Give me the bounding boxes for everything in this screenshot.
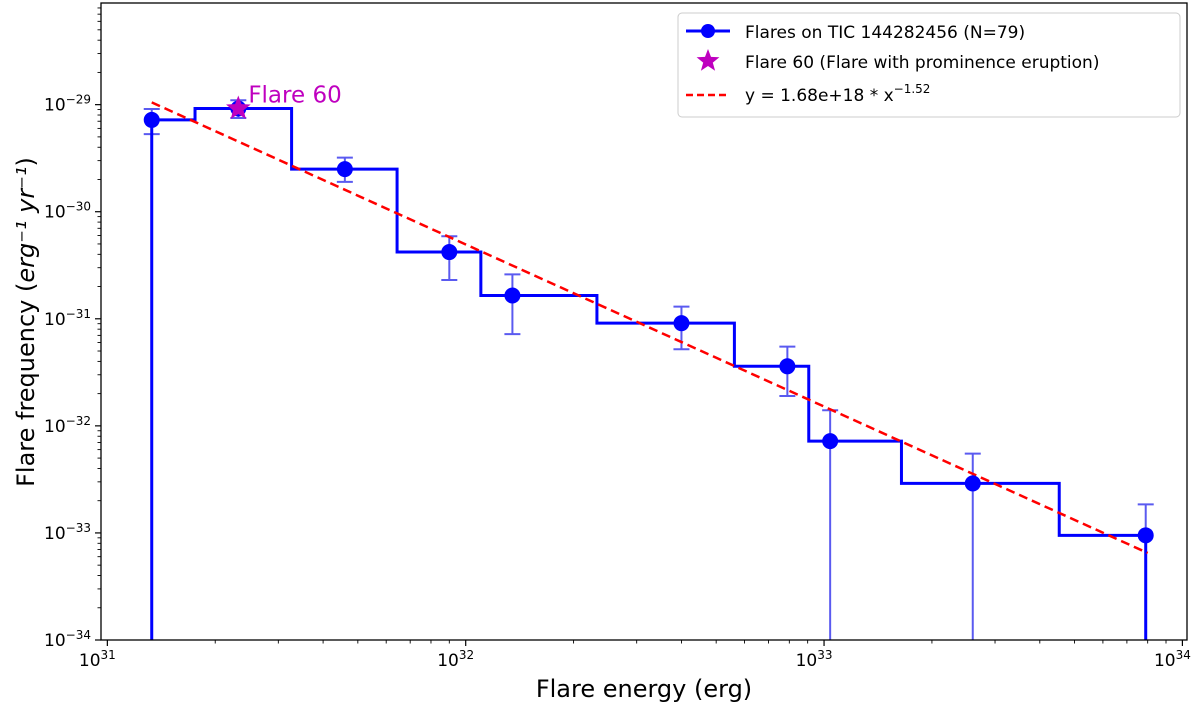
y-tick-label: 10−34 [44,628,91,651]
flare-data-point [441,244,458,261]
x-tick-label: 1032 [437,648,474,671]
flare-data-point [1137,527,1154,544]
flare-data-point [143,111,160,128]
x-axis-label: Flare energy (erg) [536,675,752,703]
y-tick-label: 10−29 [44,93,91,116]
flare-60-annotation: Flare 60 [248,83,341,109]
y-tick-label: 10−33 [44,521,91,544]
x-tick-label: 1034 [1154,648,1191,671]
legend-star-icon [696,49,720,71]
power-law-fit-line [151,101,1149,555]
legend-label-flares: Flares on TIC 144282456 (N=79) [745,23,1025,43]
legend: Flares on TIC 144282456 (N=79) Flare 60 … [677,12,1181,118]
legend-label-fit: y = 1.68e+18 * x−1.52 [745,82,930,106]
y-tick-label: 10−32 [44,414,91,437]
flare-60-star-marker [226,95,251,119]
x-tick-label: 1031 [79,648,116,671]
flare-data-point [779,358,796,375]
flare-data-point [673,315,690,332]
legend-marker-flares [701,24,715,38]
flare-data-point [336,161,353,178]
flare-data-point [822,433,839,450]
y-axis-label: Flare frequency (erg⁻¹ yr⁻¹) [12,157,40,487]
flare-data-point [504,287,521,304]
y-tick-label: 10−31 [44,307,91,330]
legend-label-flare60: Flare 60 (Flare with prominence eruption… [745,53,1099,73]
flare-data-point [964,475,981,492]
flares-step-line [150,107,1148,640]
plot-frame [100,2,1188,641]
x-tick-label: 1033 [796,648,833,671]
legend-box [677,12,1181,118]
y-tick-label: 10−30 [44,200,91,223]
